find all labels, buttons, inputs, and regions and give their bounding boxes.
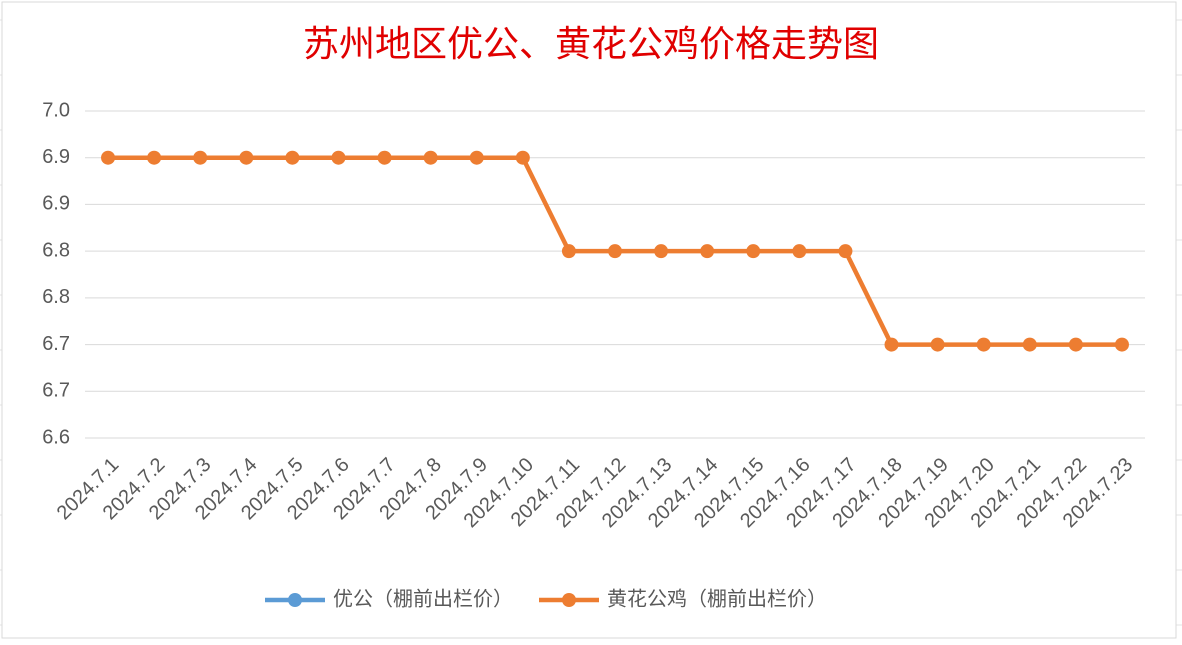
legend-marker [562, 593, 576, 607]
y-tick-label: 6.9 [42, 146, 70, 168]
data-point [331, 150, 346, 165]
y-tick-label: 7.0 [42, 99, 70, 121]
data-point [930, 337, 945, 352]
data-point [469, 150, 484, 165]
data-point [101, 150, 116, 165]
data-point [377, 150, 392, 165]
data-point [976, 337, 991, 352]
legend-marker [288, 593, 302, 607]
y-tick-label: 6.7 [42, 333, 70, 355]
data-point [1068, 337, 1083, 352]
data-point [608, 244, 622, 259]
data-point [239, 150, 254, 165]
y-tick-label: 6.9 [42, 193, 70, 215]
data-point [1114, 337, 1129, 352]
legend-label: 优公（棚前出栏价） [333, 587, 513, 610]
y-tick-label: 6.7 [42, 380, 70, 402]
legend-label: 黄花公鸡（棚前出栏价） [607, 587, 827, 610]
data-point [147, 150, 162, 165]
y-tick-label: 6.6 [42, 426, 70, 448]
data-point [515, 150, 530, 165]
data-point [792, 244, 807, 259]
data-point [285, 150, 300, 165]
y-tick-label: 6.8 [42, 286, 70, 308]
data-point [561, 244, 576, 259]
data-point [838, 244, 853, 259]
data-point [193, 150, 208, 165]
data-point [884, 337, 899, 352]
data-point [746, 244, 761, 259]
y-tick-label: 6.8 [42, 239, 70, 261]
data-point [654, 244, 669, 259]
data-point [700, 244, 715, 259]
data-point [423, 150, 438, 165]
data-point [1022, 337, 1037, 352]
chart-title: 苏州地区优公、黄花公鸡价格走势图 [303, 24, 879, 65]
